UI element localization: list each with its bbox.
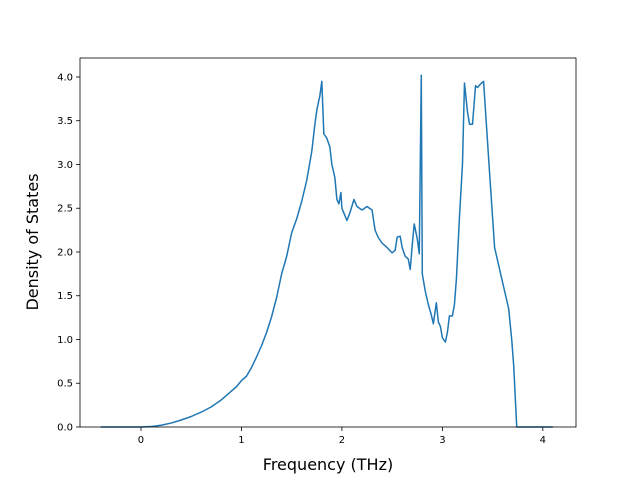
y-tick-label: 3.0	[57, 160, 73, 171]
y-tick-label: 3.5	[57, 116, 73, 127]
x-axis-title: Frequency (THz)	[263, 455, 393, 474]
y-tick-label: 0.0	[57, 423, 73, 434]
y-tick-label: 4.0	[57, 72, 73, 83]
y-axis-title: Density of States	[23, 173, 42, 310]
y-tick-label: 2.5	[57, 204, 73, 215]
x-tick-label: 1	[238, 435, 244, 446]
y-tick-label: 2.0	[57, 247, 73, 258]
x-tick-label: 2	[339, 435, 345, 446]
x-tick-label: 4	[540, 435, 546, 446]
y-tick-label: 0.5	[57, 379, 73, 390]
y-tick-label: 1.0	[57, 335, 73, 346]
x-tick-label: 0	[138, 435, 144, 446]
x-tick-label: 3	[439, 435, 445, 446]
y-tick-label: 1.5	[57, 291, 73, 302]
line	[100, 74, 553, 428]
plot-frame	[79, 57, 577, 428]
